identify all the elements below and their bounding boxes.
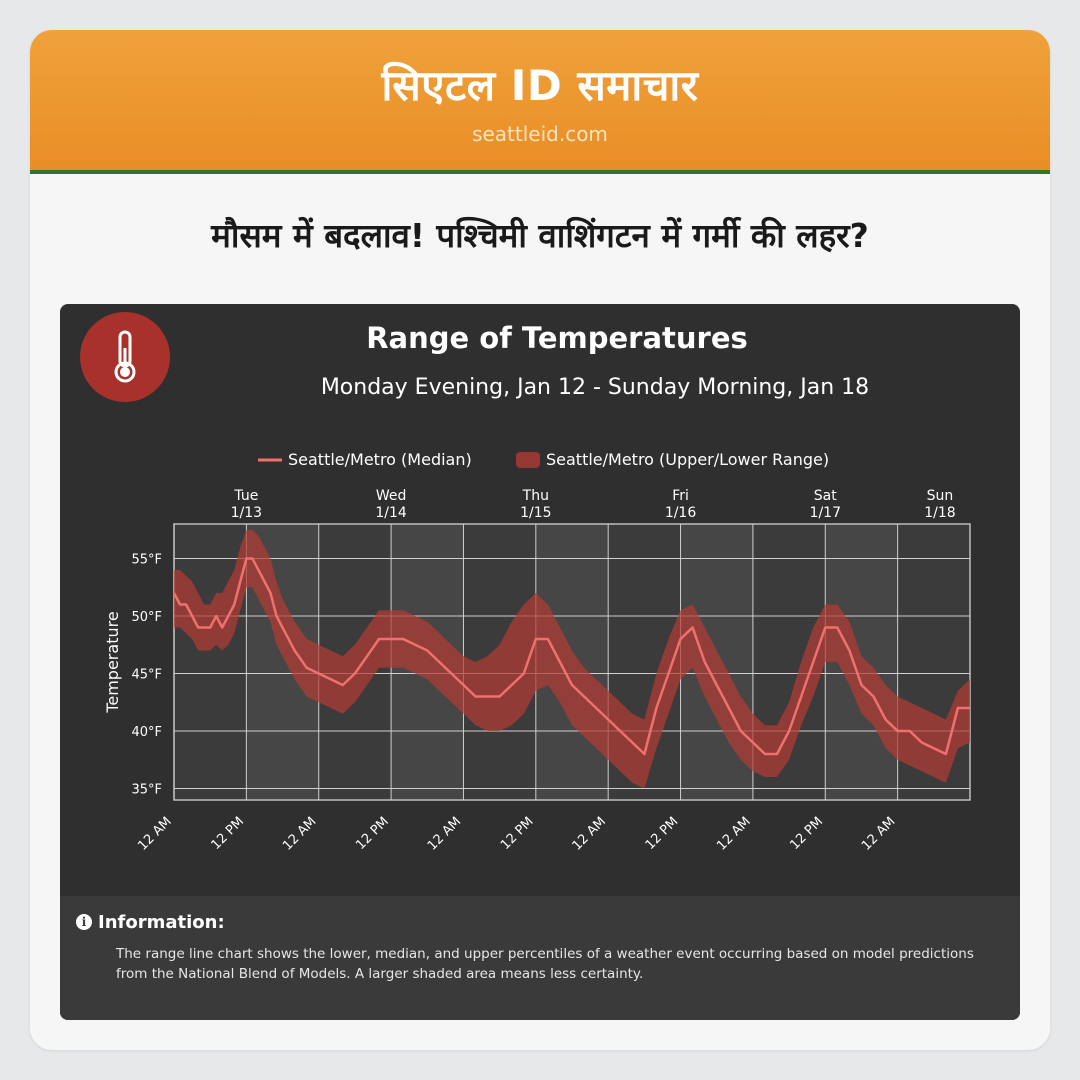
date-label: 1/18 xyxy=(924,505,955,521)
y-tick-label: 40°F xyxy=(131,725,162,740)
x-tick-label: 12 AM xyxy=(280,814,319,853)
median-line xyxy=(172,557,970,756)
news-card: सिएटल ID समाचार seattleid.com मौसम में ब… xyxy=(30,30,1050,1050)
y-axis-title: Temperature xyxy=(103,611,122,713)
range-band xyxy=(174,529,970,789)
x-tick-label: 12 AM xyxy=(859,814,898,853)
x-tick-label: 12 AM xyxy=(135,814,174,853)
brand-url[interactable]: seattleid.com xyxy=(472,122,608,146)
brand-banner: सिएटल ID समाचार seattleid.com xyxy=(30,30,1050,174)
x-tick-label: 12 AM xyxy=(570,814,609,853)
legend-median-label: Seattle/Metro (Median) xyxy=(288,450,472,469)
brand-name: सिएटल ID समाचार xyxy=(381,61,699,110)
day-label: Sat xyxy=(814,488,837,504)
chart-title: Range of Temperatures xyxy=(366,321,748,355)
x-tick-label: 12 AM xyxy=(714,814,753,853)
date-label: 1/17 xyxy=(810,505,841,521)
info-icon: i xyxy=(76,914,92,930)
date-label: 1/15 xyxy=(520,505,551,521)
legend-range-label: Seattle/Metro (Upper/Lower Range) xyxy=(546,450,829,469)
day-label: Sun xyxy=(927,488,954,504)
date-label: 1/13 xyxy=(231,505,262,521)
x-tick-label: 12 PM xyxy=(498,814,537,853)
x-tick-label: 12 PM xyxy=(787,814,826,853)
y-tick-label: 50°F xyxy=(131,610,162,625)
day-label: Tue xyxy=(233,488,258,504)
x-tick-label: 12 AM xyxy=(425,814,464,853)
chart-subtitle: Monday Evening, Jan 12 - Sunday Morning,… xyxy=(321,375,869,400)
y-tick-label: 35°F xyxy=(131,783,162,798)
legend: Seattle/Metro (Median) Seattle/Metro (Up… xyxy=(258,450,829,469)
temperature-range-chart: Range of Temperatures Monday Evening, Ja… xyxy=(103,321,971,854)
headline: मौसम में बदलाव! पश्चिमी वाशिंगटन में गर्… xyxy=(211,216,869,255)
y-tick-label: 55°F xyxy=(131,553,162,568)
legend-range-swatch xyxy=(516,452,540,468)
x-tick-label: 12 PM xyxy=(208,814,247,853)
y-tick-label: 45°F xyxy=(131,668,162,683)
x-tick-label: 12 PM xyxy=(353,814,392,853)
day-label: Wed xyxy=(376,488,407,504)
date-label: 1/14 xyxy=(375,505,407,521)
date-label: 1/16 xyxy=(665,505,697,521)
info-text: The range line chart shows the lower, me… xyxy=(116,946,974,982)
info-box: i Information: The range line chart show… xyxy=(60,896,1020,1020)
day-label: Fri xyxy=(672,488,689,504)
x-tick-label: 12 PM xyxy=(643,814,682,853)
chart-panel: Range of Temperatures Monday Evening, Ja… xyxy=(60,304,1020,1020)
day-label: Thu xyxy=(522,488,549,504)
info-title: Information: xyxy=(98,912,225,933)
thermometer-icon xyxy=(80,312,170,402)
